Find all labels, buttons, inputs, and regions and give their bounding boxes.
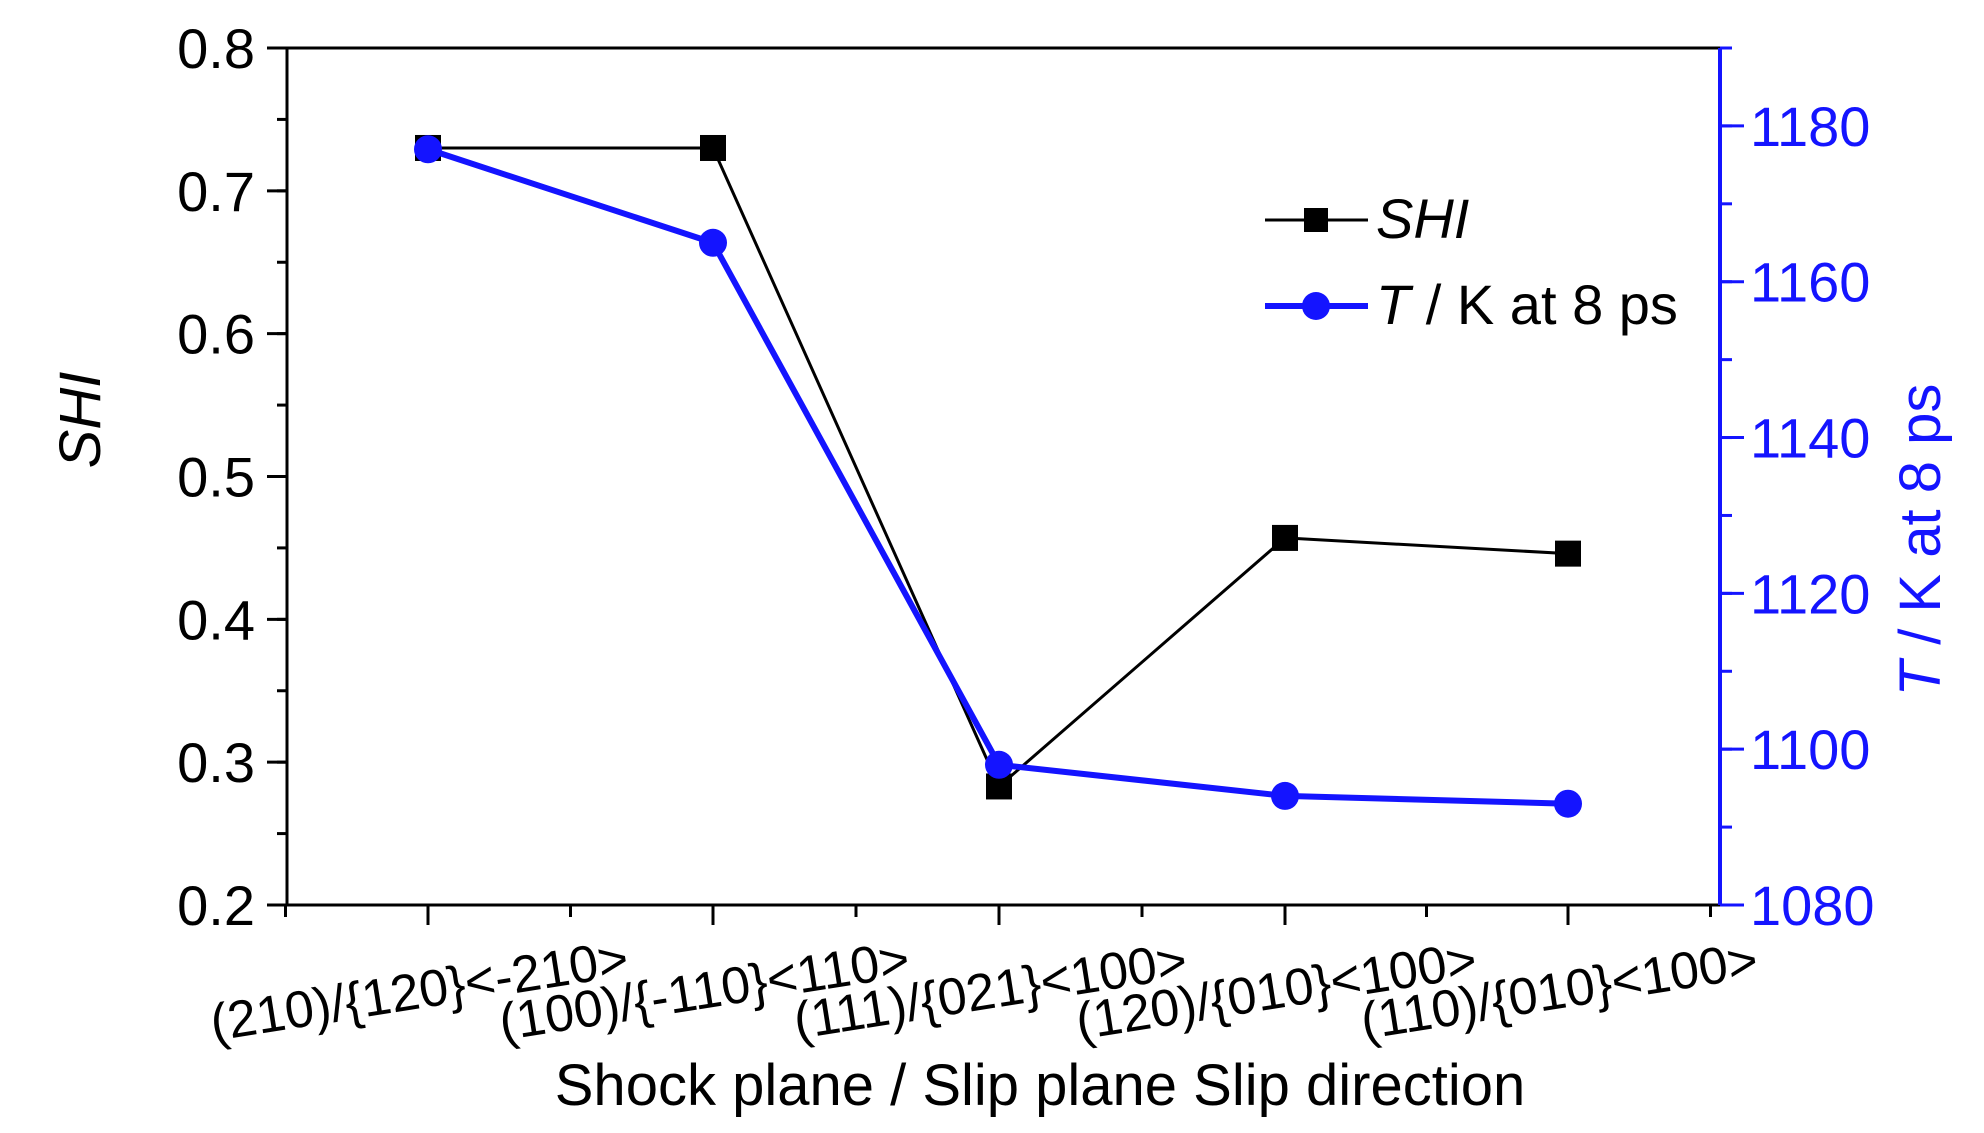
- y-right-tick-label: 1100: [1750, 718, 1870, 781]
- legend-entry-shi: SHI: [1265, 187, 1469, 250]
- x-axis-ticks: [284, 905, 1712, 925]
- y-axis-right-title-italic: T: [1888, 657, 1953, 696]
- series-layer: [414, 134, 1582, 818]
- y-left-tick-label: 0.4: [177, 588, 255, 651]
- data-point-temperature: [1554, 789, 1582, 818]
- y-right-tick-label: 1160: [1750, 251, 1870, 314]
- legend-label-shi-italic: SHI: [1376, 187, 1469, 250]
- legend-label-shi: SHI: [1376, 187, 1469, 250]
- data-point-temperature: [985, 750, 1013, 779]
- legend-marker-shi: [1304, 208, 1328, 232]
- y-left-tick-label: 0.6: [177, 303, 255, 366]
- y-left-tick-label: 0.5: [177, 446, 255, 509]
- y-left-tick-label: 0.3: [177, 731, 255, 794]
- y-right-tick-label: 1180: [1750, 95, 1870, 158]
- x-axis-title: Shock plane / Slip plane Slip direction: [555, 1053, 1525, 1118]
- y-right-tick-label: 1120: [1750, 562, 1870, 625]
- y-axis-left-title: SHI: [48, 372, 113, 469]
- legend-label-temperature-rest: / K at 8 ps: [1410, 273, 1678, 336]
- data-point-shi: [1272, 524, 1298, 551]
- y-axis-right-title-rest: / K at 8 ps: [1888, 384, 1953, 661]
- y-axis-left-ticks: 0.2 0.3 0.4 0.5 0.6 0.7 0.8: [177, 17, 287, 937]
- legend: SHI T / K at 8 ps: [1265, 187, 1678, 336]
- data-point-temperature: [414, 135, 442, 164]
- legend-entry-temperature: T / K at 8 ps: [1265, 273, 1678, 336]
- y-axis-right-title: T / K at 8 ps: [1888, 384, 1953, 697]
- data-point-shi: [700, 134, 726, 161]
- data-point-shi: [1555, 540, 1581, 567]
- y-left-tick-label: 0.2: [177, 874, 255, 937]
- y-axis-right-ticks: 1080 1100 1120 1140 1160 1180: [1720, 46, 1875, 937]
- y-right-tick-label: 1080: [1750, 874, 1875, 937]
- y-right-tick-label: 1140: [1750, 407, 1870, 470]
- data-point-temperature: [699, 228, 727, 257]
- legend-label-temperature-italic: T: [1376, 273, 1414, 336]
- y-left-tick-label: 0.8: [177, 17, 255, 80]
- series-temperature: [414, 135, 1582, 818]
- legend-label-temperature: T / K at 8 ps: [1376, 273, 1678, 336]
- legend-marker-temperature: [1302, 292, 1330, 320]
- y-left-tick-label: 0.7: [177, 160, 255, 223]
- data-point-temperature: [1271, 781, 1299, 810]
